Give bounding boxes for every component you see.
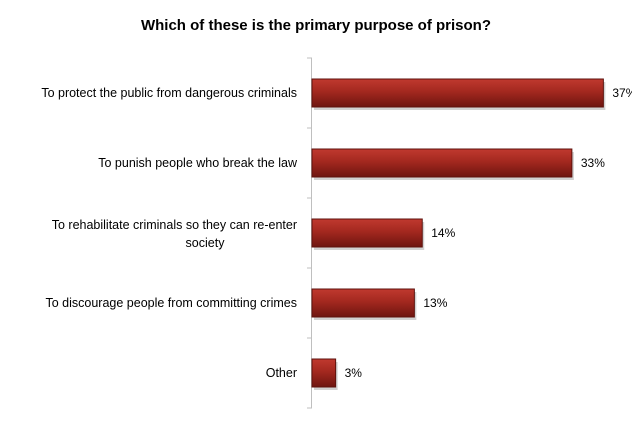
- data-label: 33%: [581, 156, 605, 170]
- bar: [311, 288, 415, 318]
- bar: [311, 218, 423, 248]
- bar: [311, 358, 337, 388]
- category-labels: To protect the public from dangerous cri…: [41, 86, 298, 380]
- category-label: To rehabilitate criminals so they can re…: [52, 218, 297, 250]
- category-label: To punish people who break the law: [98, 156, 298, 170]
- data-label: 13%: [423, 296, 447, 310]
- value-labels: 37% 33% 14% 13% 3%: [345, 86, 632, 380]
- category-label: Other: [266, 366, 297, 380]
- y-axis-ticks: [307, 57, 312, 409]
- category-label: To protect the public from dangerous cri…: [41, 86, 297, 100]
- bar-series: [311, 78, 606, 390]
- chart-title: Which of these is the primary purpose of…: [141, 17, 491, 34]
- bar: [311, 78, 604, 108]
- data-label: 14%: [431, 226, 455, 240]
- category-label: To discourage people from committing cri…: [46, 296, 298, 310]
- data-label: 3%: [345, 366, 363, 380]
- bar: [311, 148, 573, 178]
- data-label: 37%: [612, 86, 632, 100]
